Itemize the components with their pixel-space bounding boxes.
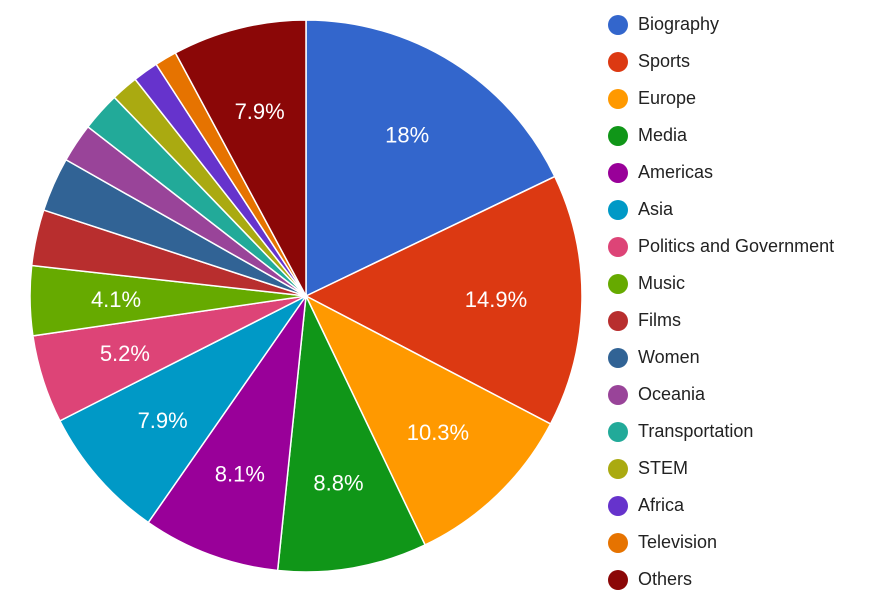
slice-label-music: 4.1% (91, 287, 141, 312)
pie-slice-biography (305, 19, 556, 298)
legend-item-others: Others (608, 561, 834, 598)
slice-label-others: 7.9% (235, 99, 285, 124)
pie-slice-americas (147, 293, 308, 572)
legend-label: Media (638, 125, 688, 145)
legend-item-europe: Europe (608, 80, 834, 117)
legend-swatch (608, 273, 628, 294)
pie-slice-others (174, 19, 307, 297)
slice-label-sports: 14.9% (465, 287, 527, 312)
pie-slice-labels: 18% 14.9% 10.3% 8.8% 8.1% 7.9% 5.2% 4.1% 7.9% (91, 99, 527, 495)
pie-slice-europe (304, 294, 552, 546)
legend-label: Europe (638, 88, 697, 108)
legend-swatch (608, 495, 628, 516)
legend-label: Asia (638, 199, 674, 219)
legend-label: Politics and Government (638, 236, 835, 256)
slice-label-politics-and-government: 5.2% (100, 341, 150, 366)
legend-swatch (608, 51, 628, 72)
legend-swatch (608, 347, 628, 368)
slice-label-americas: 8.1% (215, 462, 265, 487)
pie-slice-asia (58, 295, 307, 524)
legend-label: Films (638, 310, 681, 330)
legend-swatch (608, 532, 628, 553)
legend-swatch (608, 14, 628, 35)
legend-label: Others (638, 569, 693, 589)
legend-swatch (608, 421, 628, 442)
legend-swatch (608, 310, 628, 331)
legend-swatch (608, 458, 628, 479)
legend-item-women: Women (608, 339, 834, 376)
legend-item-television: Television (608, 524, 834, 561)
pie-slice-media (276, 293, 427, 573)
slice-label-media: 8.8% (313, 471, 363, 496)
legend-label: Transportation (638, 421, 754, 441)
legend-swatch (608, 199, 628, 220)
legend-swatch (608, 88, 628, 109)
legend-item-politics-and-government: Politics and Government (608, 228, 834, 265)
legend-swatch (608, 569, 628, 590)
legend-swatch (608, 125, 628, 146)
legend-swatch (608, 384, 628, 405)
legend-item-oceania: Oceania (608, 376, 834, 413)
legend-item-media: Media (608, 117, 834, 154)
legend-label: Sports (638, 51, 691, 71)
legend-label: Oceania (638, 384, 706, 404)
legend-item-sports: Sports (608, 43, 834, 80)
legend-item-biography: Biography (608, 6, 834, 43)
legend-label: Africa (638, 495, 685, 515)
legend-label: Biography (638, 14, 720, 34)
chart-legend: Biography Sports Europe Media Americas Asia Po… (608, 6, 834, 598)
legend-item-music: Music (608, 265, 834, 302)
slice-label-europe: 10.3% (407, 420, 469, 445)
legend-item-americas: Americas (608, 154, 834, 191)
legend-item-films: Films (608, 302, 834, 339)
legend-label: Women (638, 347, 700, 367)
pie-slices (29, 19, 583, 573)
legend-label: Americas (638, 162, 714, 182)
legend-item-stem: STEM (608, 450, 834, 487)
pie-chart: 18% 14.9% 10.3% 8.8% 8.1% 7.9% 5.2% 4.1% 7.9% (29, 19, 583, 573)
legend-label: Music (638, 273, 686, 293)
legend-swatch (608, 162, 628, 183)
legend-label: Television (638, 532, 718, 552)
legend-item-asia: Asia (608, 191, 834, 228)
legend-item-africa: Africa (608, 487, 834, 524)
pie-slice-sports (304, 175, 583, 425)
slice-label-biography: 18% (385, 123, 429, 148)
legend-label: STEM (638, 458, 689, 478)
legend-item-transportation: Transportation (608, 413, 834, 450)
legend-swatch (608, 236, 628, 257)
slice-label-asia: 7.9% (138, 408, 188, 433)
